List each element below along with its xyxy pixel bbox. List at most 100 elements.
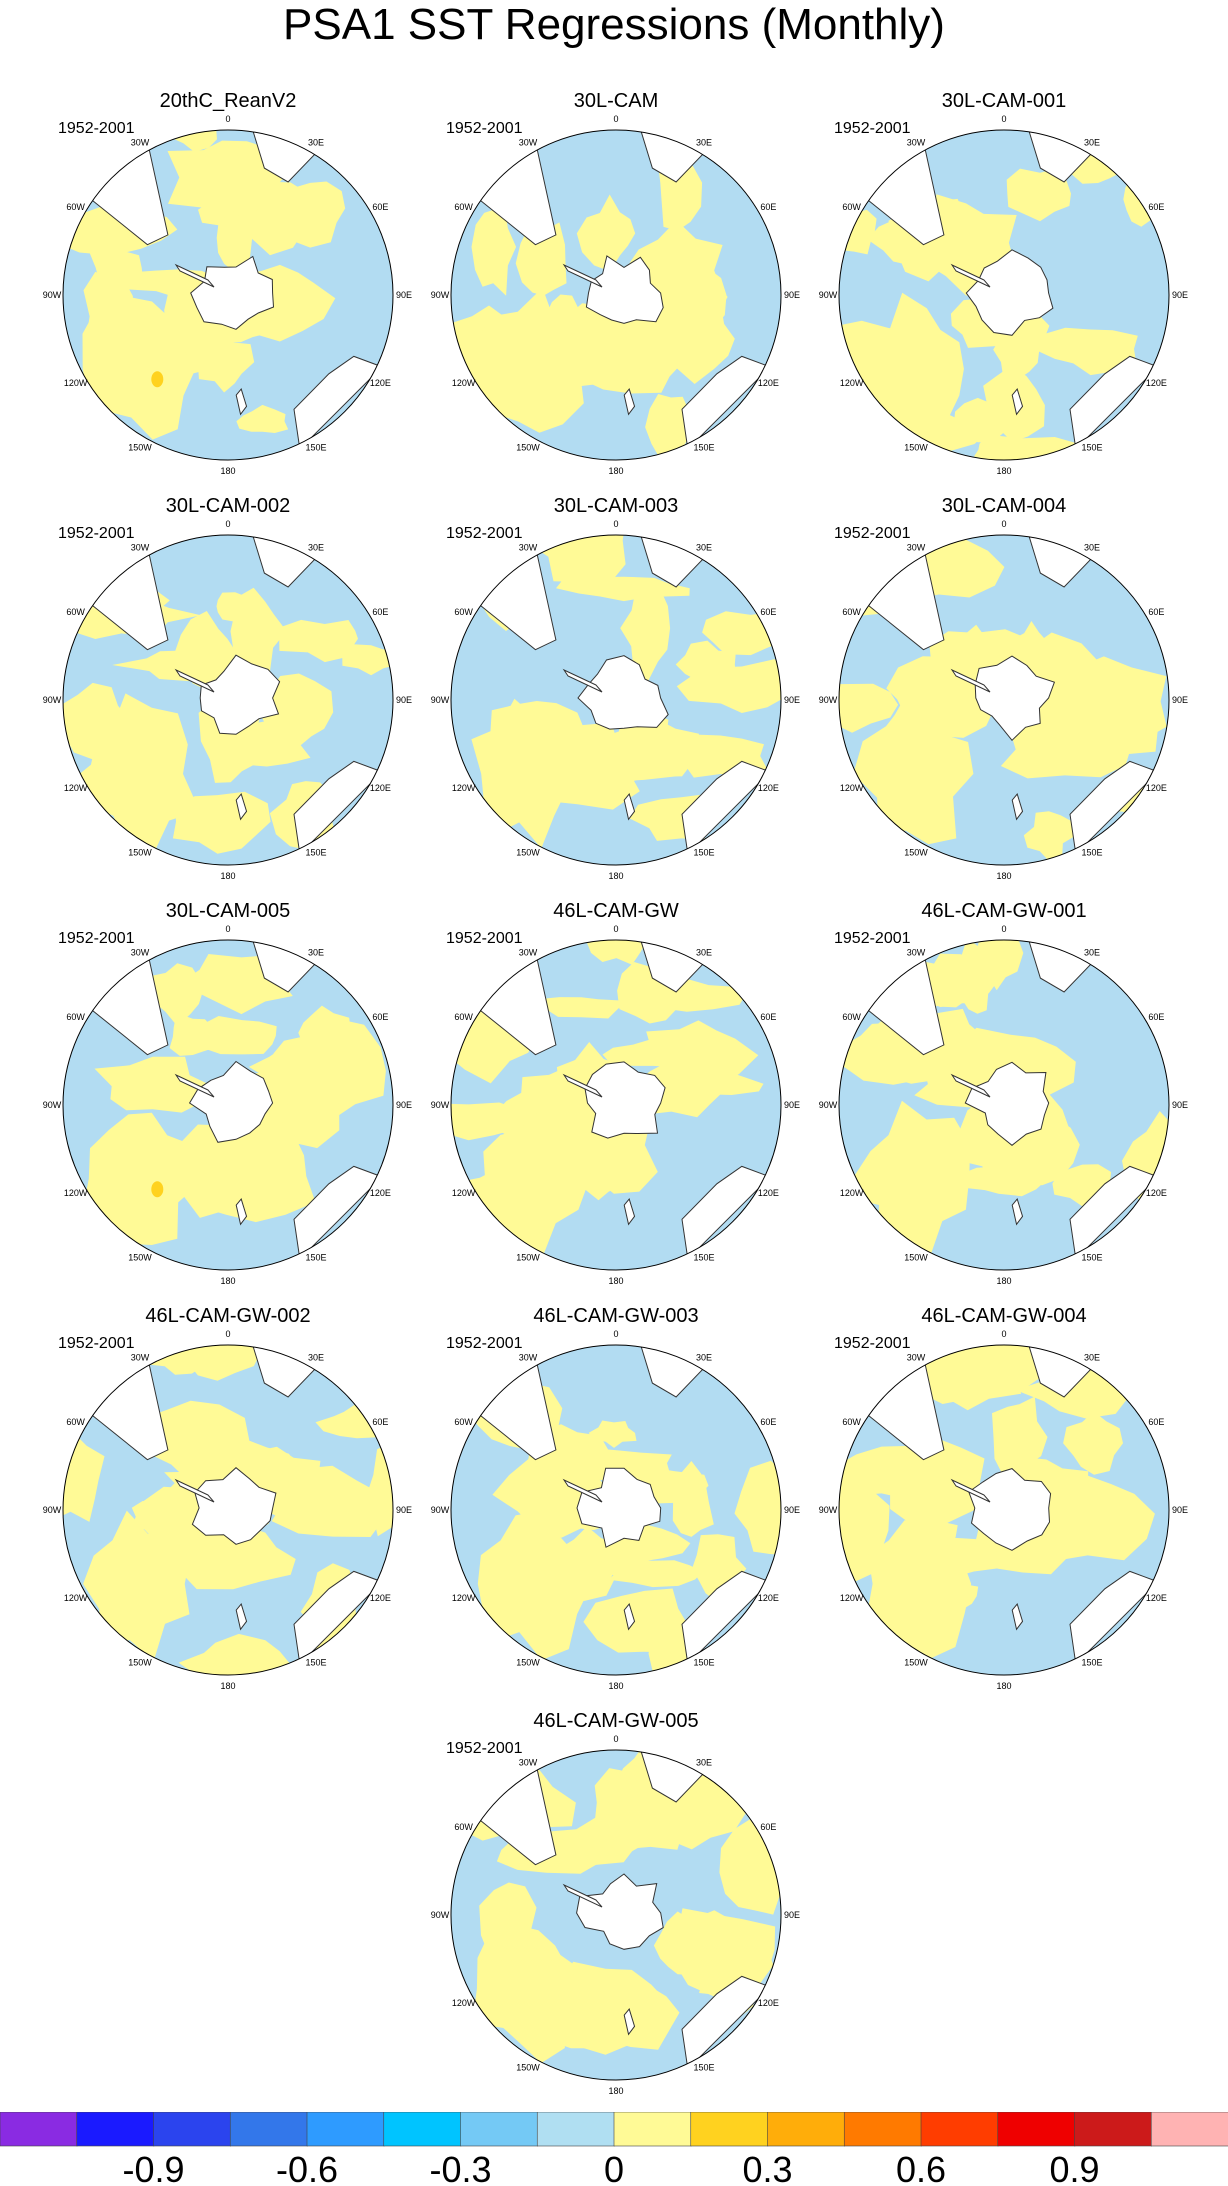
longitude-label: 150E <box>1081 847 1102 857</box>
panel-period: 1952-2001 <box>446 120 523 137</box>
longitude-label: 0 <box>225 114 230 124</box>
longitude-label: 30E <box>696 138 712 148</box>
longitude-label: 90W <box>43 1100 62 1110</box>
longitude-label: 30E <box>1084 1353 1100 1363</box>
new-zealand-land <box>623 793 636 821</box>
colorbar-label: 0 <box>604 2149 624 2186</box>
longitude-label: 60W <box>66 202 85 212</box>
colorbar-label: 0.3 <box>742 2149 792 2186</box>
longitude-label: 150W <box>516 1252 540 1262</box>
antarctic-peninsula-land <box>174 263 215 288</box>
australia-land <box>293 355 383 451</box>
colorbar-svg: -0.9 -0.6 -0.3 0 0.3 0.6 0.9 <box>0 2112 1228 2186</box>
new-zealand-land <box>235 793 248 821</box>
longitude-label: 0 <box>1001 924 1006 934</box>
panel-period: 1952-2001 <box>58 525 135 542</box>
longitude-label: 60E <box>760 1012 776 1022</box>
polar-map: 0 30E 60E 90E 120E 150E 180 150W 120W 90W 60W 30W <box>819 924 1188 1286</box>
new-zealand-land <box>623 388 636 416</box>
positive-anomaly <box>632 978 745 1012</box>
longitude-label: 120E <box>370 1593 391 1603</box>
longitude-label: 30E <box>1084 948 1100 958</box>
positive-anomaly <box>524 535 626 585</box>
antarctic-peninsula-land <box>950 1478 991 1503</box>
longitude-label: 120E <box>758 1593 779 1603</box>
panel-period: 1952-2001 <box>446 1740 523 1757</box>
longitude-label: 30E <box>696 948 712 958</box>
colorbar-swatch <box>920 2112 999 2147</box>
longitude-label: 150W <box>904 1252 928 1262</box>
positive-anomaly <box>267 1037 331 1098</box>
positive-anomaly <box>546 1817 647 1865</box>
colorbar-label: 0.6 <box>896 2149 946 2186</box>
map-boundary <box>62 1344 394 1676</box>
longitude-label: 60E <box>760 1822 776 1832</box>
antarctic-peninsula-land <box>562 263 603 288</box>
positive-anomaly <box>867 1520 972 1659</box>
antarctic-peninsula-land <box>174 668 215 693</box>
new-zealand-land <box>1011 388 1024 416</box>
positive-anomaly <box>471 205 517 296</box>
positive-anomaly <box>734 1460 781 1555</box>
longitude-label: 150E <box>1081 442 1102 452</box>
longitude-label: 60W <box>454 607 473 617</box>
new-zealand-land <box>1011 1603 1024 1631</box>
colorbar-swatch <box>997 2112 1076 2147</box>
australia-land <box>1069 355 1159 451</box>
antarctica-land <box>965 249 1054 336</box>
colorbar-label: -0.9 <box>122 2149 184 2186</box>
antarctica-land <box>577 655 669 730</box>
positive-anomaly <box>992 1396 1048 1478</box>
longitude-label: 120E <box>370 783 391 793</box>
positive-anomaly <box>853 696 974 845</box>
colorbar-label: -0.3 <box>429 2149 491 2186</box>
antarctic-peninsula-land <box>562 1883 603 1908</box>
longitude-label: 0 <box>1001 1329 1006 1339</box>
longitude-label: 30E <box>308 948 324 958</box>
longitude-label: 120W <box>840 1188 864 1198</box>
colorbar-swatch <box>613 2112 692 2147</box>
longitude-label: 0 <box>613 1329 618 1339</box>
panel-title: 30L-CAM-002 <box>165 495 291 517</box>
map-panel: 46L-CAM-GW-003 1952-2001 0 30E 60E 90E 120E 150… <box>416 1305 816 1705</box>
new-zealand-land <box>623 1198 636 1226</box>
positive-anomaly <box>472 1925 586 2064</box>
australia-land <box>293 760 383 856</box>
longitude-label: 120E <box>1146 1593 1167 1603</box>
positive-anomaly <box>620 586 671 682</box>
longitude-label: 120E <box>758 1998 779 2008</box>
positive-anomaly <box>471 698 579 849</box>
longitude-label: 30W <box>131 948 150 958</box>
antarctica-land <box>190 255 275 330</box>
longitude-label: 150W <box>516 847 540 857</box>
map-panel: 46L-CAM-GW-004 1952-2001 0 30E 60E 90E 120E 150… <box>804 1305 1204 1705</box>
positive-anomaly <box>1015 1356 1151 1419</box>
panel-title: 30L-CAM <box>573 90 659 112</box>
map-boundary <box>62 129 394 461</box>
new-zealand-land <box>235 388 248 416</box>
positive-anomaly <box>608 1559 703 1588</box>
longitude-label: 180 <box>220 466 235 476</box>
new-zealand-land <box>623 2008 636 2036</box>
longitude-label: 90E <box>784 1910 800 1920</box>
longitude-label: 30E <box>696 1353 712 1363</box>
longitude-label: 120E <box>370 378 391 388</box>
longitude-label: 180 <box>996 466 1011 476</box>
panel-title: 30L-CAM-005 <box>165 900 291 922</box>
longitude-label: 150E <box>305 1252 326 1262</box>
longitude-label: 150W <box>516 1657 540 1667</box>
longitude-label: 60E <box>760 202 776 212</box>
map-panel: 46L-CAM-GW-001 1952-2001 0 30E 60E 90E 120E 150… <box>804 900 1204 1300</box>
longitude-label: 150E <box>693 1657 714 1667</box>
longitude-label: 60E <box>760 1417 776 1427</box>
antarctic-peninsula-land <box>950 263 991 288</box>
longitude-label: 120E <box>1146 783 1167 793</box>
map-boundary <box>838 129 1170 461</box>
positive-anomaly <box>525 997 623 1019</box>
longitude-label: 120W <box>64 783 88 793</box>
longitude-label: 90E <box>396 695 412 705</box>
positive-anomaly <box>201 1016 277 1055</box>
positive-anomaly <box>216 592 256 622</box>
longitude-label: 150E <box>1081 1252 1102 1262</box>
longitude-label: 30W <box>131 543 150 553</box>
